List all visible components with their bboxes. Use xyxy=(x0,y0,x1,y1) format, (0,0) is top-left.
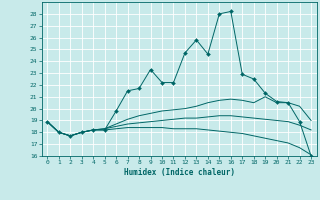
X-axis label: Humidex (Indice chaleur): Humidex (Indice chaleur) xyxy=(124,168,235,177)
